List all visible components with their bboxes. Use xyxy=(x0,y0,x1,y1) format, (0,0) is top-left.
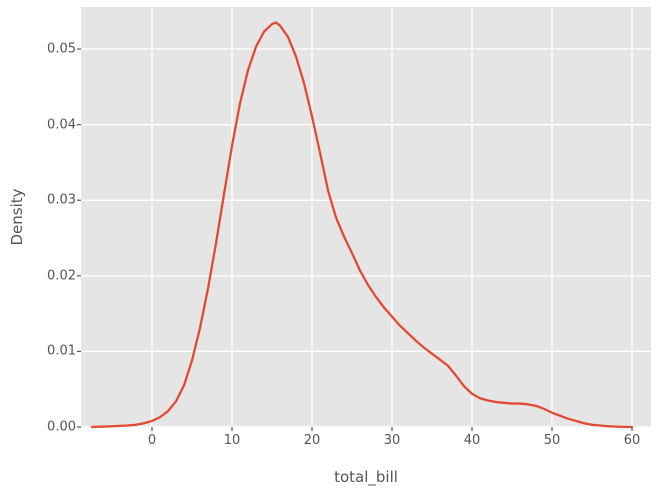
plot-area xyxy=(81,7,651,427)
y-tick-label: 0.02 xyxy=(47,268,76,284)
x-tick-label: 0 xyxy=(147,433,157,448)
y-tick-label: 0.00 xyxy=(47,419,76,435)
x-tick-label: 40 xyxy=(463,433,481,448)
x-tick-label: 30 xyxy=(383,433,401,448)
x-tick-label: 10 xyxy=(223,433,241,448)
y-tick-label: 0.04 xyxy=(47,117,76,133)
x-tick-label: 20 xyxy=(303,433,321,448)
y-tick-label: 0.01 xyxy=(47,343,76,359)
x-axis-label: total_bill xyxy=(334,468,398,486)
x-tick-label: 50 xyxy=(543,433,561,448)
y-axis-label: Density xyxy=(8,188,26,246)
y-tick-label: 0.03 xyxy=(47,192,76,208)
x-tick-label: 60 xyxy=(623,433,641,448)
y-tick-label: 0.05 xyxy=(47,41,76,57)
kde-density-curve xyxy=(90,21,634,429)
